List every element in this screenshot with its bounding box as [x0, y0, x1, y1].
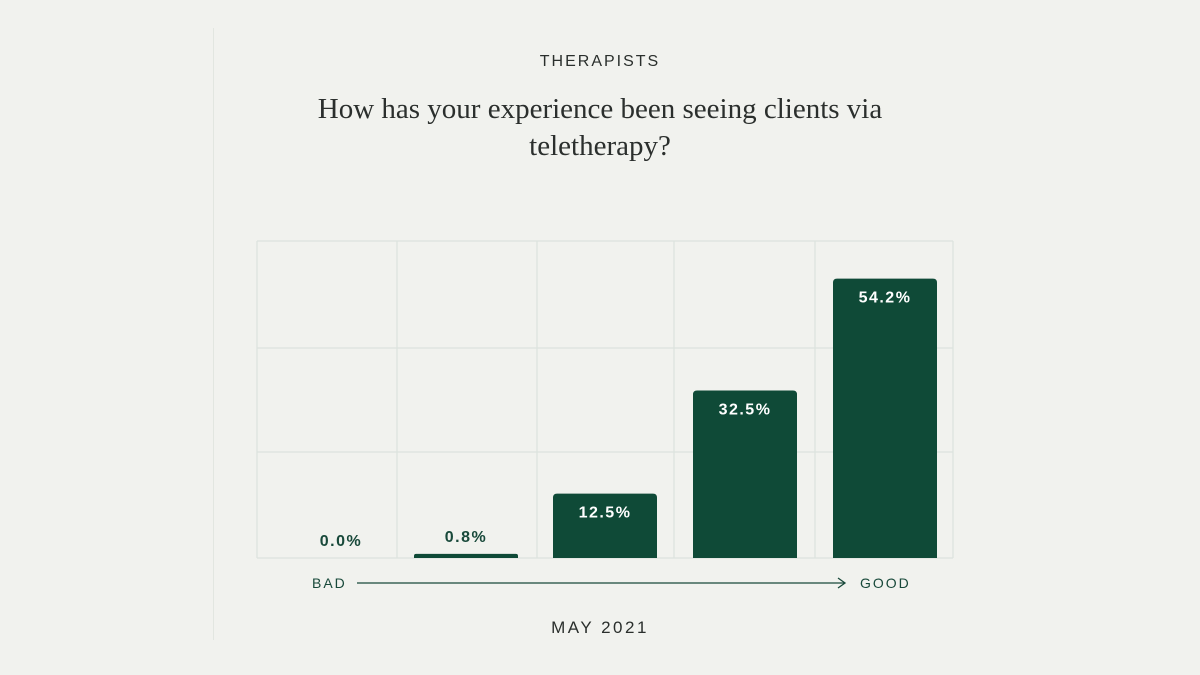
scale-start-label: BAD [312, 575, 347, 591]
bar-4 [693, 390, 797, 558]
bar-2 [414, 553, 518, 558]
chart-footer-date: MAY 2021 [551, 618, 649, 637]
chart-title: How has your experience been seeing clie… [317, 93, 883, 162]
bar-value-label: 0.0% [320, 533, 362, 550]
arrow-right-icon [837, 577, 847, 589]
chart-value-labels: 0.0% 0.8% 12.5% 32.5% 54.2% [320, 290, 912, 550]
bar-value-label: 0.8% [445, 529, 487, 546]
bar-value-label: 12.5% [579, 505, 632, 522]
bar-value-label: 54.2% [859, 290, 912, 307]
scale-end-label: GOOD [860, 575, 911, 591]
scale-axis: BAD GOOD [312, 575, 911, 591]
left-divider [213, 28, 214, 640]
bar-5 [833, 278, 937, 558]
bar-3 [553, 493, 657, 558]
chart-bars [414, 278, 937, 558]
bar-value-label: 32.5% [719, 401, 772, 418]
chart-eyebrow: THERAPISTS [539, 53, 661, 70]
